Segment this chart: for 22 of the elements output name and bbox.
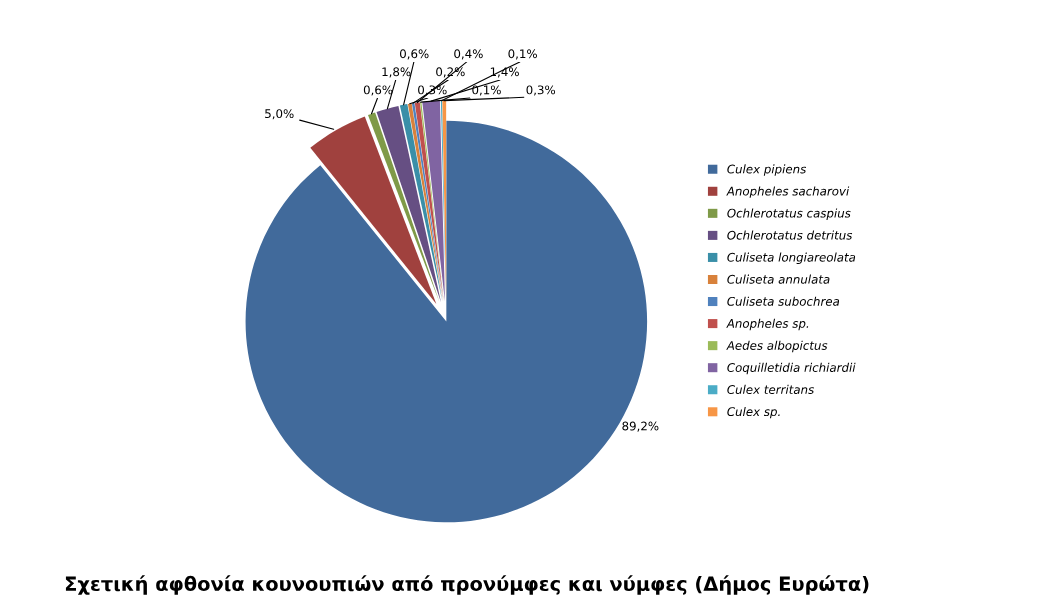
legend-label: Aedes albopictus — [726, 340, 828, 353]
legend-label: Coquilletidia richiardii — [727, 362, 856, 375]
text: Σχετική αφθονία κουνουπιών από προνύμφες και νύμφες (Δήμος Ευρώτα) — [65, 575, 869, 595]
data-label: 0,3% — [526, 85, 556, 96]
legend-label: Culiseta longiareolata — [727, 252, 856, 264]
legend-label: Ochlerotatus detritus — [727, 230, 853, 240]
legend-label: Anopheles sacharovi — [726, 186, 850, 198]
data-label: 0,1% — [508, 49, 537, 60]
legend-label: Culex territans — [727, 384, 814, 395]
legend-label: Ochlerotatus caspius — [727, 208, 851, 220]
legend-label: Culex sp. — [727, 406, 780, 419]
data-label: 0,4% — [454, 49, 483, 60]
data-label: 0,6% — [400, 49, 429, 60]
data-label: 5,0% — [265, 109, 294, 120]
data-label: 0,1% — [472, 85, 501, 96]
data-label: 0,6% — [363, 85, 393, 96]
legend-label: Culiseta subochrea — [727, 296, 840, 306]
data-label: 89,2% — [622, 421, 659, 432]
legend-label: Anopheles sp. — [726, 318, 809, 331]
legend-label: Culiseta annulata — [727, 274, 830, 284]
legend-label: Culex pipiens — [727, 164, 807, 176]
data-label: 1,8% — [382, 67, 411, 78]
